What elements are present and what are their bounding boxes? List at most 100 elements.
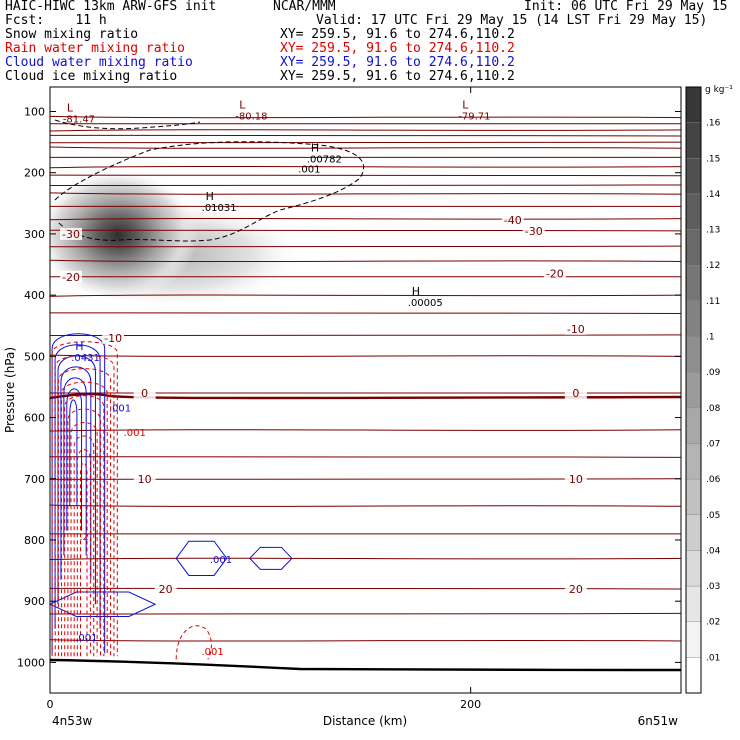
- cloud-water-contour: [63, 377, 87, 556]
- colorbar-label: .04: [706, 546, 721, 556]
- extremum-letter: L: [462, 98, 469, 111]
- colorbar-swatch: [685, 514, 702, 551]
- cloud-ice-contour-top: [54, 119, 201, 130]
- colorbar-label: .11: [706, 297, 720, 307]
- colorbar-label: .06: [706, 475, 721, 485]
- y-tick-label: 700: [24, 473, 45, 486]
- rain-water-contour: [76, 448, 91, 657]
- extremum-value: -81.47: [63, 114, 95, 125]
- center-title: NCAR/MMM: [273, 0, 336, 14]
- colorbar-swatch: [685, 265, 702, 302]
- colorbar-label: .01: [706, 653, 720, 663]
- isotherm: [50, 165, 681, 169]
- colorbar-label: .13: [706, 226, 720, 236]
- isotherm-label: 10: [138, 473, 152, 486]
- colorbar-swatch: [685, 86, 702, 123]
- colorbar: .01 .02 .03 .04 .05 .06 .07 .08 .09 .1 .11 .12 .13 .1…: [685, 86, 721, 694]
- field-section-coords: XY= 259.5, 91.6 to 274.6,110.2: [280, 69, 515, 84]
- colorbar-label: .1: [706, 333, 715, 343]
- x-tick-label: 200: [460, 698, 481, 711]
- colorbar-swatch: [685, 300, 702, 337]
- isotherm-label-bg: [522, 224, 545, 237]
- isotherm-label-bg: [102, 331, 125, 344]
- isotherm: [50, 334, 681, 337]
- isotherm-label-bg: [543, 267, 566, 280]
- y-tick-label: 300: [24, 228, 45, 241]
- contour-value-label: .001: [75, 633, 97, 644]
- contour-value-label: .001: [124, 428, 146, 439]
- extremum-letter: L: [239, 98, 246, 111]
- isotherm-label: 10: [569, 473, 583, 486]
- isotherm-label-bg: [60, 270, 83, 283]
- extremum-letter: H: [75, 340, 83, 353]
- isotherm-label-bg: [564, 472, 587, 485]
- field-section-coords: XY= 259.5, 91.6 to 274.6,110.2: [280, 55, 515, 70]
- y-tick-label: 400: [24, 289, 45, 302]
- cloud-water-contour: [60, 366, 92, 580]
- y-tick-label: 100: [24, 105, 45, 118]
- colorbar-swatch: [685, 371, 702, 409]
- x-tick-label: 0: [47, 698, 54, 711]
- rain-water-contour: [73, 435, 95, 657]
- isotherm: [50, 456, 681, 458]
- isotherm: [50, 184, 681, 187]
- colorbar-swatch: [685, 407, 702, 444]
- isotherm-label: -30: [62, 228, 80, 241]
- extremum-letter: L: [67, 101, 74, 114]
- isotherm-lines: [50, 115, 681, 642]
- field-name: Snow mixing ratio: [5, 27, 139, 42]
- isotherm-label: -10: [567, 323, 585, 336]
- y-tick-label: 500: [24, 350, 45, 363]
- colorbar-swatch: [685, 336, 702, 373]
- extremum-value: .00782: [307, 154, 342, 165]
- isotherm: [50, 245, 681, 248]
- isotherm: [50, 557, 681, 561]
- terrain-surface-line: [50, 658, 681, 672]
- rain-water-contour: [61, 381, 108, 657]
- colorbar-swatch: [685, 229, 702, 266]
- colorbar-swatch: [685, 657, 702, 694]
- field-section-coords: XY= 259.5, 91.6 to 274.6,110.2: [280, 41, 515, 56]
- rain-water-contour: [54, 354, 115, 657]
- cloud-water-contour: [54, 344, 101, 629]
- y-tick-label: 600: [24, 412, 45, 425]
- y-axis-title: Pressure (hPa): [3, 347, 17, 433]
- isotherm: [50, 141, 681, 144]
- rain-water-contour: [79, 462, 88, 657]
- isotherm-label-bg: [564, 387, 587, 400]
- snow-core: [50, 170, 198, 300]
- field-name: Cloud ice mixing ratio: [5, 69, 178, 84]
- colorbar-label: .16: [706, 119, 721, 129]
- isotherm: [50, 429, 681, 432]
- extremum-letter: H: [206, 190, 214, 203]
- isotherm: [50, 134, 681, 137]
- contour-value-label: .001: [109, 403, 131, 414]
- colorbar-label: .15: [706, 154, 720, 164]
- isotherm-label: -40: [504, 214, 522, 227]
- colorbar-label: .08: [706, 404, 721, 414]
- x-axis-title: Distance (km): [323, 714, 407, 728]
- contour-value-label: .001: [201, 647, 223, 658]
- cloud-water-contour: [51, 333, 106, 654]
- contour-value-label: .001: [210, 555, 232, 566]
- colorbar-label: .14: [706, 190, 721, 200]
- cloud-water-contour: [66, 388, 83, 531]
- extremum-letter: H: [311, 141, 319, 154]
- valid-time: Valid: 17 UTC Fri 29 May 15 (14 LST Fri …: [316, 13, 708, 28]
- isotherm-label-bg: [133, 472, 156, 485]
- isotherm-label: -20: [62, 271, 80, 284]
- isotherm: [50, 229, 681, 232]
- cloud-water-cell: [175, 540, 228, 576]
- field-name: Rain water mixing ratio: [5, 41, 186, 56]
- extremum-value: .0431: [71, 353, 100, 364]
- isotherm: [50, 192, 681, 195]
- isotherm-label-bg: [564, 582, 587, 595]
- colorbar-label: .05: [706, 511, 720, 521]
- isotherm: [50, 259, 681, 263]
- isotherm: [50, 146, 681, 149]
- forecast-hour: Fcst: 11 h: [5, 13, 107, 28]
- rain-water-contour: [175, 625, 212, 660]
